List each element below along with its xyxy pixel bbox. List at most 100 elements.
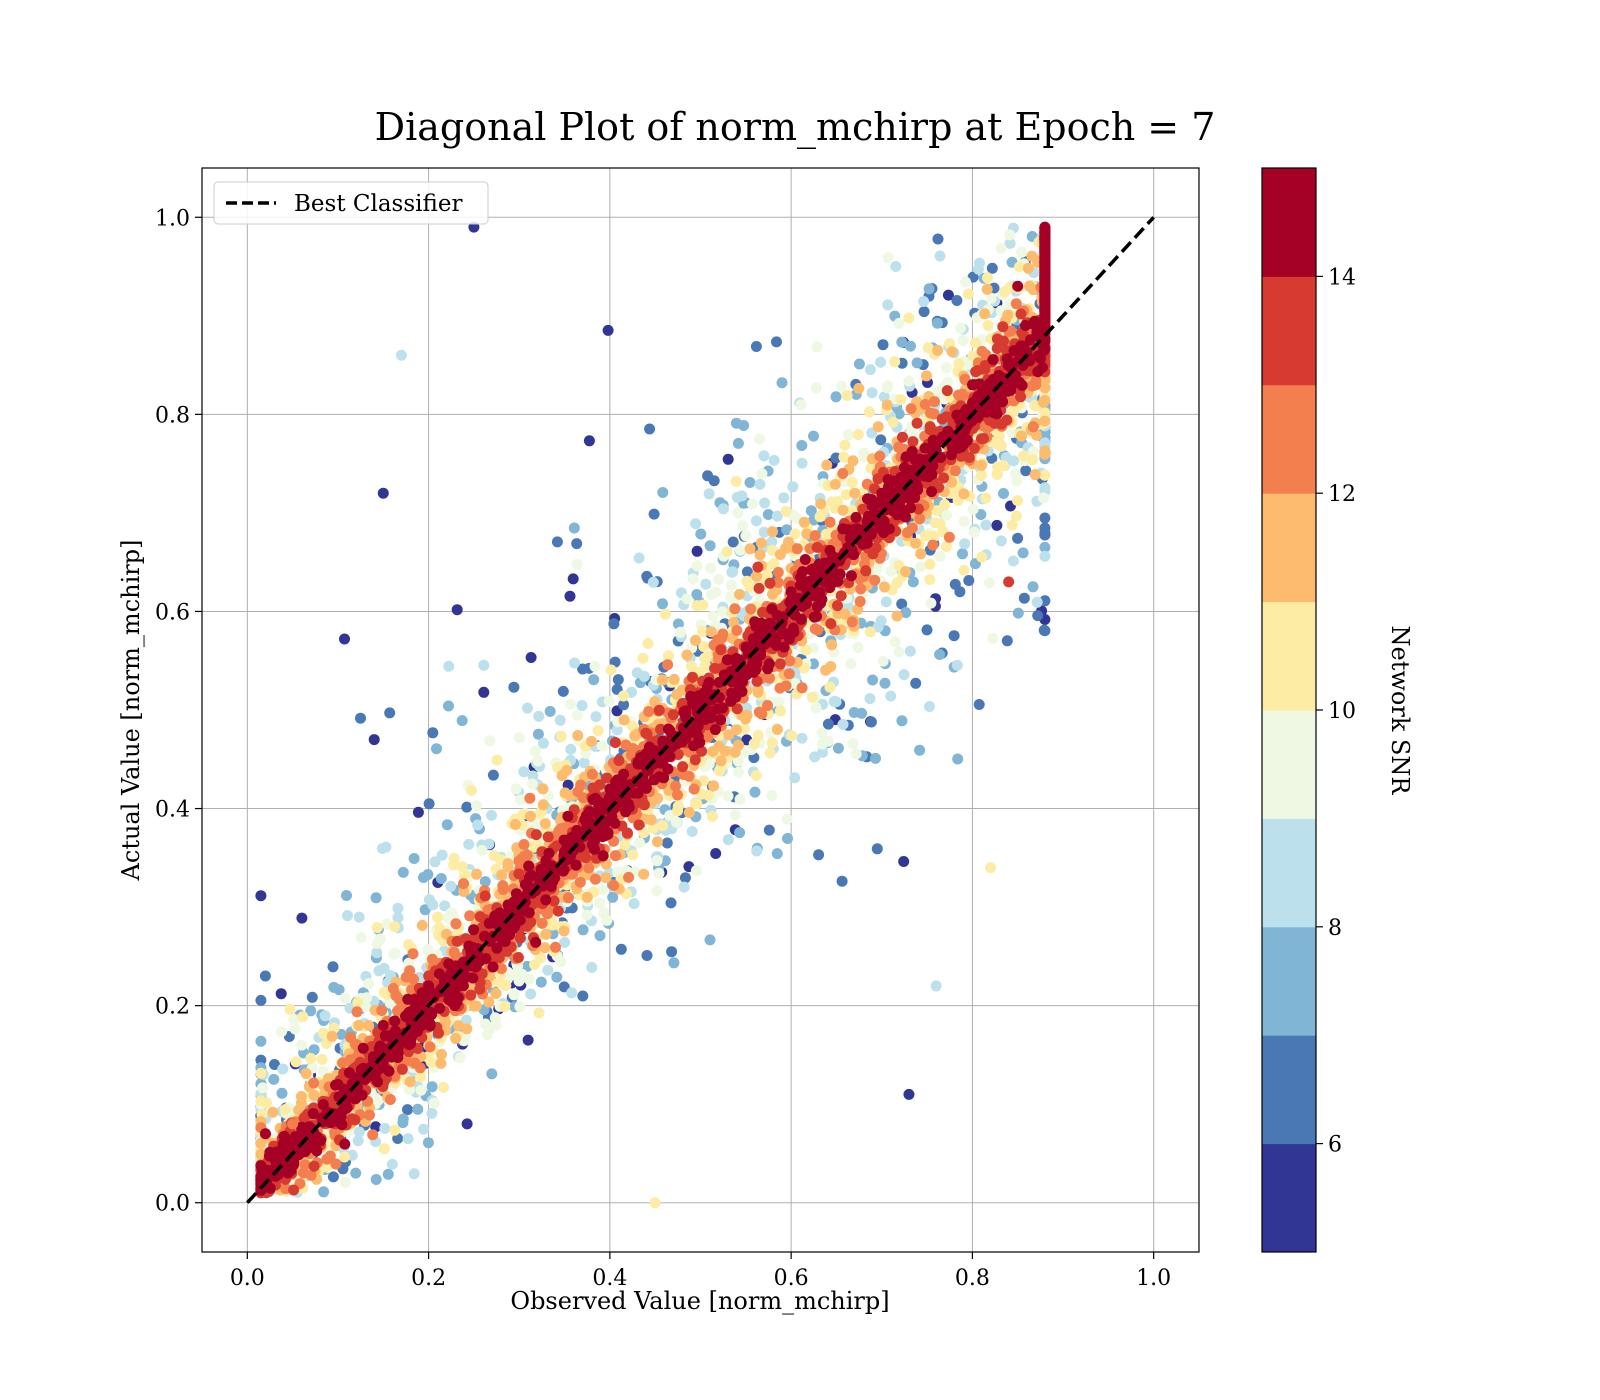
scatter-point — [306, 991, 318, 1003]
scatter-point — [758, 450, 770, 462]
scatter-point — [717, 503, 729, 515]
scatter-point — [451, 604, 463, 616]
scatter-point — [458, 878, 469, 890]
scatter-point — [257, 1082, 269, 1094]
scatter-point — [518, 839, 530, 850]
scatter-point — [433, 1027, 444, 1039]
scatter-point — [577, 990, 589, 1002]
scatter-point — [1027, 421, 1039, 433]
scatter-point — [813, 849, 825, 861]
scatter-point — [364, 1109, 375, 1121]
scatter-point — [695, 528, 707, 540]
scatter-point — [764, 577, 776, 589]
scatter-point — [796, 682, 808, 694]
scatter-point — [355, 932, 367, 943]
scatter-point — [321, 1153, 333, 1165]
scatter-point — [479, 1018, 491, 1030]
scatter-point — [674, 626, 686, 638]
scatter-point — [740, 530, 752, 542]
scatter-point — [571, 558, 583, 570]
scatter-point — [905, 403, 917, 415]
scatter-point — [539, 942, 551, 954]
scatter-point — [605, 664, 617, 676]
scatter-point — [577, 924, 589, 936]
scatter-point — [586, 768, 598, 780]
scatter-point — [730, 724, 742, 736]
scatter-point — [810, 382, 822, 394]
scatter-point — [847, 738, 859, 749]
scatter-point — [299, 1159, 311, 1171]
scatter-point — [864, 693, 876, 705]
scatter-point — [825, 661, 837, 672]
scatter-point — [436, 849, 448, 861]
scatter-point — [875, 434, 887, 446]
scatter-point — [556, 770, 568, 782]
scatter-point — [342, 910, 353, 922]
scatter-point — [352, 996, 364, 1008]
scatter-point — [1009, 468, 1021, 480]
scatter-point — [889, 356, 901, 368]
scatter-point — [384, 997, 396, 1009]
scatter-point — [512, 952, 524, 963]
scatter-point — [706, 589, 717, 600]
scatter-point — [1014, 261, 1025, 273]
scatter-point — [766, 544, 778, 556]
scatter-point — [837, 718, 849, 730]
scatter-point — [691, 545, 703, 557]
scatter-point — [856, 707, 868, 719]
scatter-point — [527, 778, 538, 790]
scatter-point — [1018, 450, 1029, 462]
scatter-point — [558, 822, 570, 834]
scatter-point — [806, 691, 818, 703]
scatter-point — [781, 524, 793, 536]
scatter-point — [796, 457, 808, 469]
scatter-point — [641, 950, 653, 961]
scatter-point — [536, 917, 548, 929]
scatter-point — [968, 442, 980, 454]
scatter-point — [688, 783, 700, 795]
scatter-point — [938, 472, 950, 484]
scatter-point — [752, 686, 764, 698]
scatter-point — [275, 988, 287, 1000]
scatter-point — [852, 429, 864, 441]
scatter-point — [771, 848, 783, 860]
scatter-point — [987, 633, 999, 644]
scatter-point — [1039, 512, 1051, 524]
scatter-point — [328, 1022, 340, 1034]
scatter-point — [672, 789, 683, 801]
scatter-point — [732, 755, 744, 767]
scatter-point — [255, 890, 267, 902]
scatter-point — [850, 748, 862, 760]
scatter-point — [657, 598, 668, 610]
scatter-point — [539, 818, 551, 830]
scatter-point — [409, 1057, 421, 1069]
scatter-point — [870, 752, 881, 764]
scatter-point — [730, 417, 742, 429]
scatter-point — [1039, 374, 1051, 386]
scatter-point — [882, 380, 894, 392]
scatter-point — [637, 652, 649, 664]
scatter-point — [1037, 396, 1049, 408]
scatter-point — [898, 669, 910, 681]
scatter-point — [1038, 492, 1049, 504]
scatter-point — [766, 536, 778, 548]
scatter-point — [479, 876, 491, 888]
scatter-point — [1023, 280, 1035, 292]
scatter-point — [308, 1160, 320, 1172]
scatter-point — [432, 911, 444, 923]
scatter-point — [269, 1059, 280, 1070]
scatter-point — [893, 441, 905, 453]
scatter-point — [875, 356, 887, 368]
scatter-point — [755, 537, 767, 549]
scatter-point — [590, 711, 602, 723]
scatter-point — [798, 516, 810, 528]
scatter-point — [918, 296, 930, 307]
scatter-point — [824, 681, 836, 693]
scatter-point — [554, 714, 566, 726]
scatter-point — [575, 779, 587, 791]
scatter-point — [552, 761, 564, 773]
scatter-point — [384, 707, 396, 719]
scatter-point — [958, 515, 970, 527]
scatter-point — [392, 1133, 404, 1144]
scatter-point — [902, 527, 913, 539]
